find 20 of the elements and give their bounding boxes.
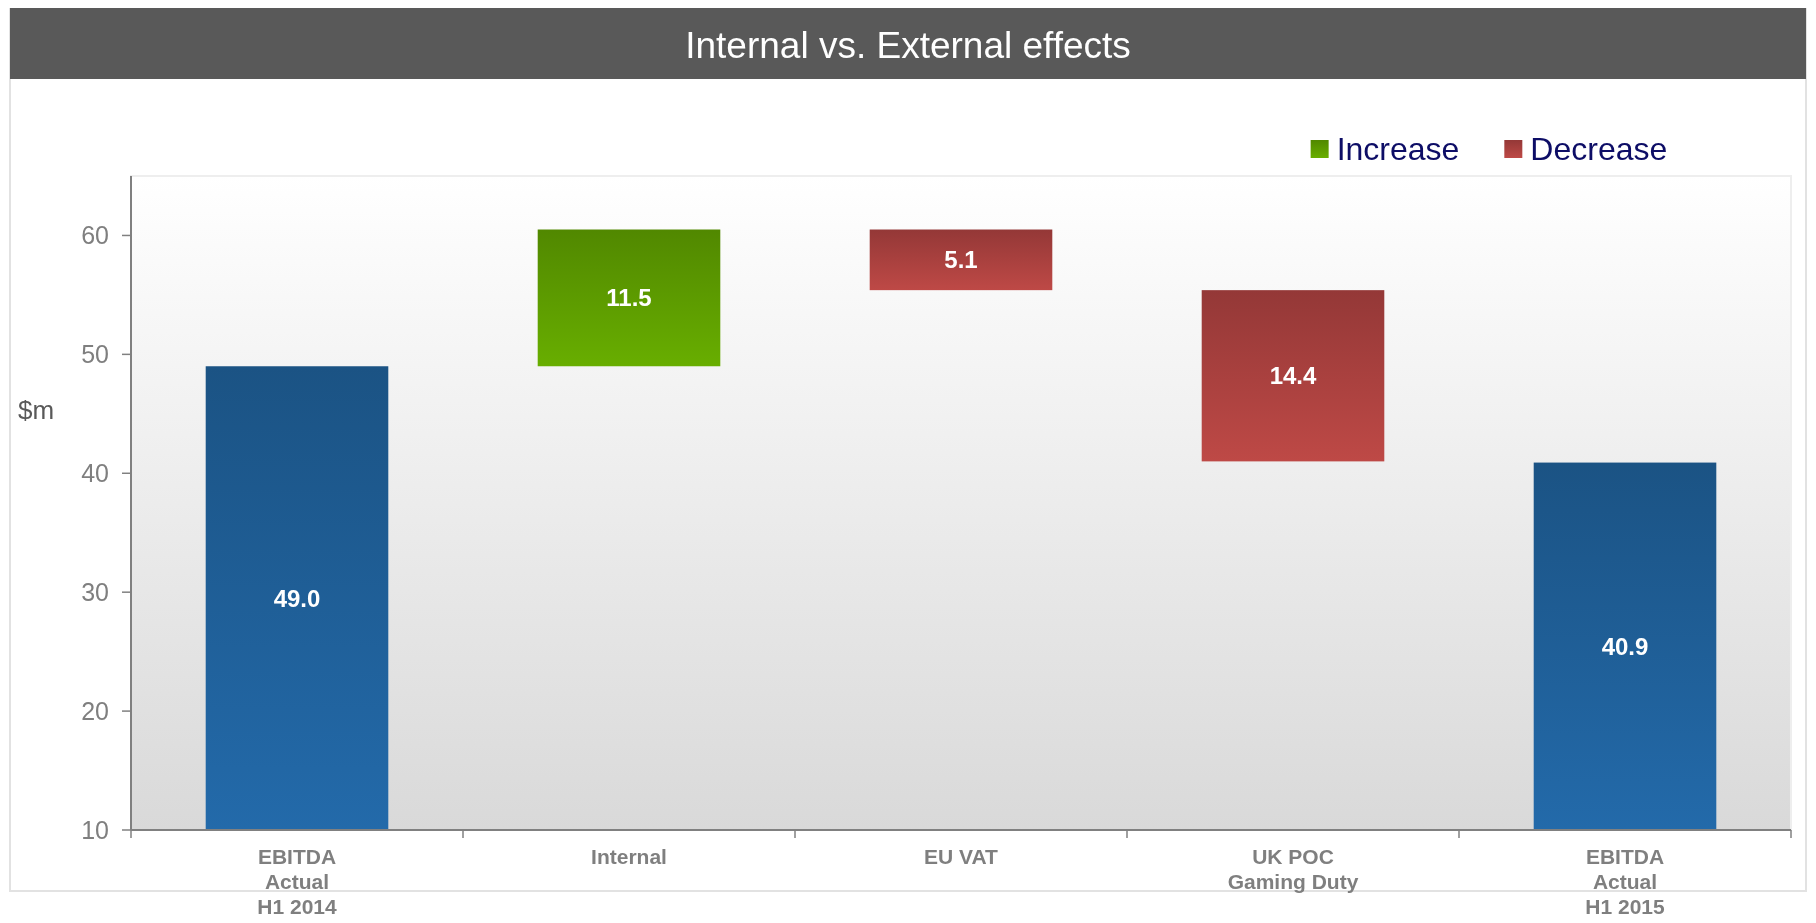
x-tick-label: EBITDA Actual H1 2015 [1585,845,1666,918]
data-label: 49.0 [273,584,321,612]
y-tick-label: 40 [81,459,109,488]
y-tick-label: 60 [81,221,109,250]
x-tick-label: EBITDA Actual H1 2014 [257,845,338,918]
data-label: 40.9 [1601,632,1649,660]
legend-label: Increase [1336,131,1460,167]
y-tick-label: 50 [81,340,109,369]
x-tick-label: Internal [591,845,667,868]
data-label: 14.4 [1269,362,1317,390]
x-tick-label: UK POC Gaming Duty [1227,845,1359,893]
legend-label: Decrease [1530,131,1668,167]
y-tick-label: 30 [81,577,109,606]
chart-title: Internal vs. External effects [685,25,1131,66]
y-tick-label: 10 [81,815,109,844]
data-label: 5.1 [944,246,978,274]
data-label: 11.5 [606,284,652,312]
y-tick-label: 20 [81,696,109,725]
x-tick-label: EU VAT [924,845,999,868]
y-axis-title: $m [18,395,55,425]
